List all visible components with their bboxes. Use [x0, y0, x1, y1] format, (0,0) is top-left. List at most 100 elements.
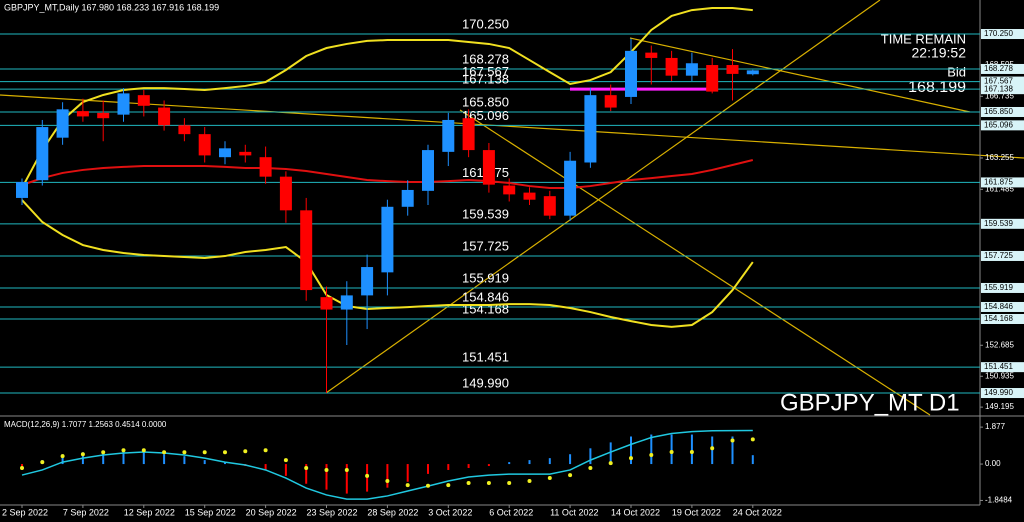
y-tick-label: 149.195 — [985, 402, 1014, 411]
level-box-label: 165.850 — [984, 107, 1013, 116]
level-box-label: 155.919 — [984, 283, 1013, 292]
candle-body — [584, 95, 597, 163]
x-tick-label: 15 Sep 2022 — [185, 507, 236, 517]
level-box — [981, 29, 1024, 40]
macd-tick-label: -1.8484 — [985, 496, 1013, 505]
candle-body — [685, 63, 698, 76]
level-box — [981, 120, 1024, 131]
x-tick-label: 23 Sep 2022 — [307, 507, 358, 517]
macd-signal-dot — [486, 480, 491, 485]
x-tick-label: 2 Sep 2022 — [2, 507, 48, 517]
macd-signal-dot — [446, 483, 451, 488]
x-tick-label: 6 Oct 2022 — [489, 507, 533, 517]
candle-body — [706, 65, 719, 92]
macd-tick-label: 1.877 — [985, 422, 1006, 431]
level-box-label: 170.250 — [984, 29, 1013, 38]
level-box — [981, 84, 1024, 95]
candle-body — [361, 267, 374, 296]
candle-body — [381, 206, 394, 273]
indicator-line — [21, 159, 754, 190]
level-box — [981, 313, 1024, 324]
macd-signal-dot — [141, 448, 146, 453]
trendline — [459, 109, 931, 416]
level-label: 167.567 — [462, 64, 509, 79]
macd-signal-dot — [101, 450, 106, 455]
candle-body — [300, 210, 313, 291]
candle-body — [482, 150, 495, 185]
candle-body — [198, 134, 211, 156]
candle-body — [422, 150, 434, 191]
candle-body — [16, 181, 28, 198]
level-box — [981, 282, 1024, 293]
candle-body — [239, 151, 252, 156]
macd-signal-dot — [223, 450, 227, 455]
level-label: 165.850 — [462, 94, 509, 109]
level-box-label: 154.846 — [984, 302, 1013, 311]
candle-body — [665, 57, 678, 76]
macd-signal-dot — [568, 473, 573, 478]
level-box — [981, 250, 1024, 261]
level-box-label: 167.138 — [984, 84, 1013, 93]
level-label: 170.250 — [462, 16, 509, 31]
candle-body — [726, 65, 739, 74]
y-tick-label: 150.935 — [985, 371, 1014, 380]
macd-signal-dot — [324, 467, 329, 472]
macd-signal-dot — [730, 438, 735, 443]
trendline — [325, 0, 881, 394]
level-box-label: 154.168 — [984, 314, 1013, 323]
macd-signal-dot — [629, 456, 633, 461]
macd-signal-dot — [283, 458, 288, 463]
macd-signal-dot — [547, 476, 552, 481]
macd-signal-dot — [649, 453, 654, 458]
level-box-label: 168.278 — [984, 64, 1013, 73]
level-box — [981, 76, 1024, 87]
level-box — [981, 301, 1024, 312]
candle-body — [401, 189, 414, 207]
macd-signal-dot — [507, 480, 512, 485]
candle-body — [56, 109, 69, 138]
level-label: 149.990 — [462, 375, 509, 390]
macd-tick-label: 0.00 — [985, 459, 1001, 468]
level-label: 168.278 — [462, 51, 509, 66]
candle-body — [340, 295, 353, 310]
trendlines — [0, 0, 1024, 416]
level-label: 157.725 — [462, 238, 509, 253]
macd-signal-dot — [80, 452, 85, 457]
candle-body — [320, 297, 333, 310]
candle-body — [97, 112, 110, 119]
candle-body — [604, 95, 617, 108]
macd-signal-dot — [40, 460, 45, 465]
candle-body — [117, 93, 130, 115]
bid-label: Bid — [947, 64, 966, 79]
macd-signal-dot — [669, 450, 674, 455]
x-tick-label: 7 Sep 2022 — [63, 507, 109, 517]
x-tick-label: 11 Oct 2022 — [550, 507, 598, 517]
x-tick-label: 20 Sep 2022 — [246, 507, 297, 517]
time-remain: 22:19:52 — [912, 45, 967, 61]
candle-body — [564, 160, 577, 216]
macd-signal-dot — [710, 446, 715, 451]
trendline — [629, 37, 971, 113]
level-box — [981, 106, 1024, 117]
x-tick-label: 19 Oct 2022 — [672, 507, 721, 517]
macd-signal-dot — [60, 454, 65, 459]
bid-price: 168.199 — [908, 79, 966, 96]
level-box-label: 161.875 — [984, 178, 1013, 187]
macd-signal-dot — [608, 461, 613, 466]
macd-signal-dot — [304, 465, 309, 470]
candle-body — [746, 70, 759, 75]
candle-body — [462, 118, 475, 151]
x-tick-label: 12 Sep 2022 — [124, 507, 175, 517]
level-box-label: 151.451 — [984, 362, 1013, 371]
header: GBPJPY_MT,Daily 167.980 168.233 167.916 … — [4, 2, 219, 12]
time-remain-label: TIME REMAIN — [881, 31, 966, 46]
level-box-label: 157.725 — [984, 251, 1013, 260]
candle-body — [503, 185, 516, 195]
macd-signal-dot — [182, 450, 187, 455]
y-tick-label: 163.255 — [985, 153, 1014, 162]
macd-signal-dot — [385, 478, 390, 483]
candle-body — [543, 196, 556, 216]
candle-body — [178, 125, 191, 135]
level-box-label: 165.096 — [984, 120, 1013, 129]
candle-body — [76, 111, 89, 117]
